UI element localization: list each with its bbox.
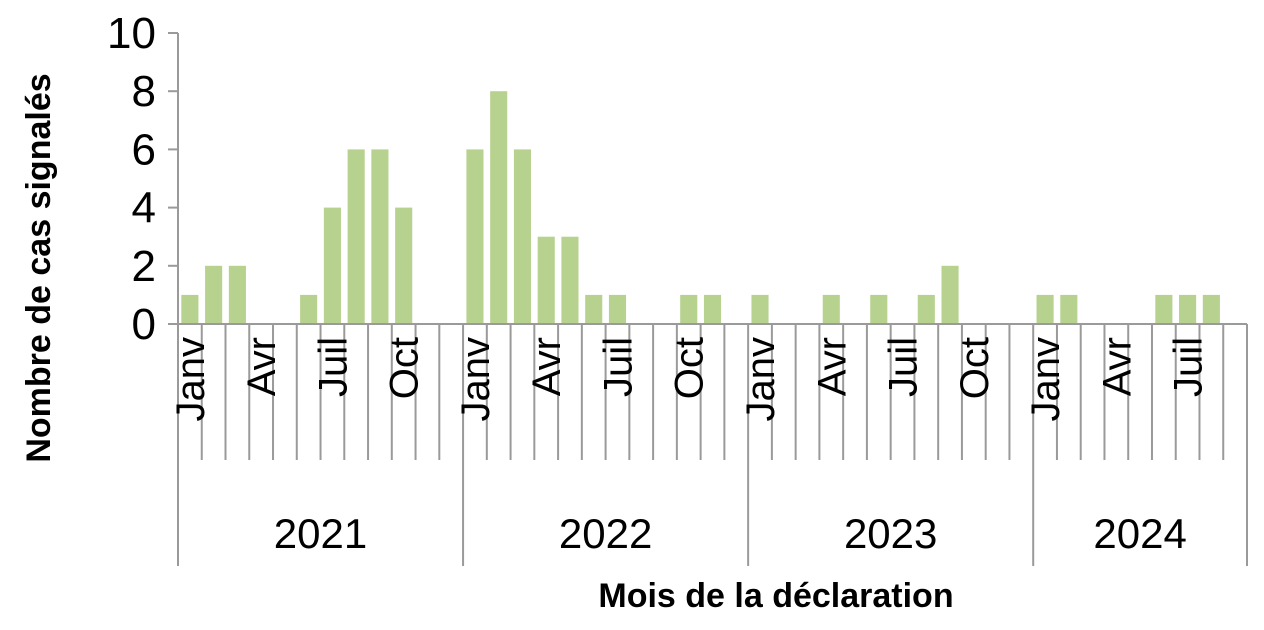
x-month-label: Janv: [454, 337, 498, 422]
bar: [751, 294, 769, 324]
x-month-label: Janv: [169, 337, 213, 422]
bar: [466, 149, 484, 324]
bar: [395, 207, 413, 324]
x-month-label: Juil: [1167, 337, 1211, 397]
bar: [1060, 294, 1078, 324]
bar: [181, 294, 199, 324]
x-month-label: Juil: [596, 337, 640, 397]
x-month-label: Avr: [810, 337, 854, 396]
x-month-label: Janv: [739, 337, 783, 422]
bar: [205, 265, 223, 324]
labels-group: 0 2 4 6 8 10 Janv Avr Juil Oct Janv Avr Juil Oct Janv A…: [107, 9, 1211, 557]
x-month-label: Janv: [1024, 337, 1068, 422]
x-year-label: 2022: [559, 510, 652, 557]
x-axis-title: Mois de la déclaration: [598, 577, 953, 615]
x-month-label: Oct: [668, 337, 712, 399]
bar: [870, 294, 888, 324]
y-tick-label: 6: [132, 125, 156, 174]
bar: [347, 149, 365, 324]
bar: [608, 294, 627, 324]
y-tick-label: 2: [132, 242, 156, 291]
x-month-label: Oct: [383, 337, 427, 399]
bar: [371, 149, 389, 324]
x-month-label: Avr: [1095, 337, 1139, 396]
bar: [537, 236, 555, 324]
bars-group: [181, 91, 1220, 324]
bar: [1179, 294, 1197, 324]
x-year-label: 2023: [844, 510, 937, 557]
bar: [228, 265, 246, 324]
bar: [822, 294, 840, 324]
y-tick-label: 10: [107, 9, 156, 58]
y-tick-label: 0: [132, 300, 156, 349]
x-month-label: Juil: [311, 337, 355, 397]
bar: [917, 294, 935, 324]
x-month-label: Avr: [525, 337, 569, 396]
bar: [323, 207, 341, 324]
x-year-label: 2021: [274, 510, 367, 557]
x-month-label: Oct: [953, 337, 997, 399]
x-month-label: Avr: [240, 337, 284, 396]
y-tick-label: 8: [132, 67, 156, 116]
bar: [1036, 294, 1054, 324]
bar: [300, 294, 318, 324]
x-year-label: 2024: [1093, 510, 1186, 557]
bar: [490, 91, 508, 324]
bar: [1202, 294, 1220, 324]
bar: [561, 236, 579, 324]
x-month-label: Juil: [882, 337, 926, 397]
bar: [941, 265, 959, 324]
y-axis-title: Nombre de cas signalés: [20, 73, 58, 462]
axes-group: [168, 32, 1248, 566]
bar: [680, 294, 698, 324]
bar: [1155, 294, 1173, 324]
y-tick-label: 4: [132, 184, 156, 233]
bar: [585, 294, 603, 324]
bar: [703, 294, 722, 324]
bar: [513, 149, 531, 324]
